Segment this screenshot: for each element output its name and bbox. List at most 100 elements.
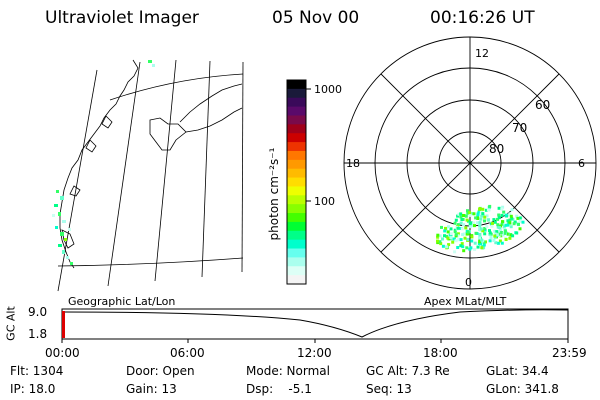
colorbar-cell bbox=[287, 195, 306, 205]
aurora-pixel bbox=[447, 243, 451, 247]
aurora-pixel bbox=[480, 238, 484, 242]
aurora-pixel bbox=[456, 214, 460, 218]
aurora-pixel bbox=[478, 221, 482, 225]
status-gc-alt: GC Alt: 7.3 Re bbox=[366, 364, 450, 378]
colorbar-cell bbox=[287, 106, 306, 117]
colorbar-cell bbox=[287, 266, 306, 276]
aurora-pixel bbox=[454, 233, 458, 237]
colorbar-cell bbox=[287, 275, 306, 285]
aurora-pixel bbox=[466, 230, 470, 234]
aurora-pixel bbox=[436, 233, 440, 237]
aurora-pixel bbox=[445, 245, 449, 249]
aurora-pixel bbox=[445, 234, 449, 238]
aurora-pixel bbox=[454, 239, 458, 243]
aurora-pixel bbox=[478, 238, 482, 242]
aurora-pixel bbox=[462, 249, 466, 253]
aurora-pixel bbox=[474, 216, 478, 220]
aurora-pixel bbox=[462, 214, 465, 217]
aurora-pixel bbox=[483, 232, 487, 236]
aurora-pixel bbox=[511, 234, 515, 238]
colorbar-cell bbox=[287, 239, 306, 250]
aurora-pixel bbox=[500, 222, 504, 226]
aurora-pixel bbox=[460, 242, 464, 246]
aurora-pixel bbox=[501, 205, 505, 209]
colorbar-cell bbox=[287, 257, 306, 267]
aurora-pixel bbox=[496, 241, 500, 245]
aurora-pixel bbox=[470, 221, 473, 225]
aurora-pixel bbox=[496, 217, 499, 221]
colorbar-cell bbox=[287, 186, 306, 196]
aurora-pixel bbox=[508, 218, 512, 222]
aurora-pixel bbox=[456, 234, 460, 238]
aurora-pixel bbox=[446, 230, 450, 234]
aurora-pixel bbox=[485, 214, 489, 218]
map-caption: Geographic Lat/Lon bbox=[68, 295, 176, 308]
aurora-pixel bbox=[466, 237, 470, 241]
aurora-pixel bbox=[453, 250, 457, 254]
aurora-pixel bbox=[503, 231, 507, 235]
colorbar-cell bbox=[287, 80, 306, 90]
aurora-pixel bbox=[506, 223, 510, 227]
aurora-pixel bbox=[476, 221, 480, 225]
colorbar-cell bbox=[287, 221, 306, 232]
colorbar-cell bbox=[287, 142, 306, 152]
aurora-pixel bbox=[459, 238, 463, 242]
polar-plot bbox=[343, 36, 597, 290]
colorbar-cell bbox=[287, 230, 306, 241]
aurora-pixel bbox=[444, 226, 447, 230]
time-label: 00:16:26 UT bbox=[430, 8, 535, 28]
time-tick-0600: 06:00 bbox=[170, 346, 205, 360]
aurora-pixel bbox=[449, 227, 453, 231]
aurora-pixel bbox=[446, 236, 450, 240]
colorbar-cell bbox=[287, 150, 306, 161]
aurora-pixel bbox=[480, 246, 484, 250]
aurora-pixel bbox=[493, 234, 497, 238]
aurora-pixel bbox=[465, 218, 469, 222]
mlt-label-0: 0 bbox=[465, 276, 472, 289]
aurora-pixel bbox=[506, 232, 510, 236]
aurora-pixel bbox=[488, 239, 492, 243]
aurora-pixel bbox=[478, 232, 482, 236]
aurora-pixel bbox=[457, 212, 461, 216]
aurora-pixel bbox=[461, 233, 465, 237]
aurora-pixel bbox=[452, 237, 456, 241]
lat-label-70: 70 bbox=[512, 121, 528, 135]
aurora-pixel bbox=[504, 213, 508, 217]
altitude-tick-low: 1.8 bbox=[28, 327, 48, 341]
aurora-pixel bbox=[509, 214, 513, 218]
aurora-pixel bbox=[460, 218, 464, 221]
status-glon: GLon: 341.8 bbox=[486, 382, 559, 396]
aurora-pixel bbox=[473, 241, 477, 245]
altitude-plot bbox=[61, 308, 569, 343]
colorbar-cell bbox=[287, 88, 306, 99]
aurora-pixel bbox=[487, 218, 490, 222]
app-title: Ultraviolet Imager bbox=[45, 8, 199, 28]
aurora-pixel bbox=[504, 223, 508, 227]
colorbar-cell bbox=[287, 213, 306, 223]
aurora-pixel bbox=[502, 225, 506, 229]
aurora-pixel bbox=[490, 224, 494, 228]
aurora-pixel bbox=[512, 222, 516, 226]
aurora-pixel bbox=[478, 236, 481, 240]
aurora-pixel bbox=[453, 230, 457, 234]
aurora-pixel bbox=[504, 238, 508, 241]
aurora-pixel bbox=[469, 246, 473, 250]
aurora-pixel bbox=[449, 232, 453, 236]
aurora-pixel bbox=[479, 217, 483, 221]
status-door: Door: Open bbox=[126, 364, 195, 378]
mlt-label-6: 6 bbox=[578, 157, 585, 170]
aurora-pixel bbox=[461, 245, 465, 249]
aurora-pixel bbox=[495, 233, 499, 237]
aurora-pixel bbox=[503, 227, 507, 231]
aurora-pixel bbox=[483, 219, 486, 223]
status-flt: Flt: 1304 bbox=[10, 364, 64, 378]
aurora-pixel bbox=[477, 210, 481, 214]
aurora-pixel bbox=[459, 212, 463, 216]
colorbar-cell bbox=[287, 177, 306, 188]
colorbar-cell bbox=[287, 124, 306, 134]
colorbar-tick-1000: 1000 bbox=[314, 83, 342, 96]
aurora-pixel bbox=[491, 221, 494, 225]
time-tick-1800: 18:00 bbox=[423, 346, 458, 360]
aurora-pixel bbox=[498, 239, 502, 243]
aurora-pixel bbox=[459, 221, 463, 225]
